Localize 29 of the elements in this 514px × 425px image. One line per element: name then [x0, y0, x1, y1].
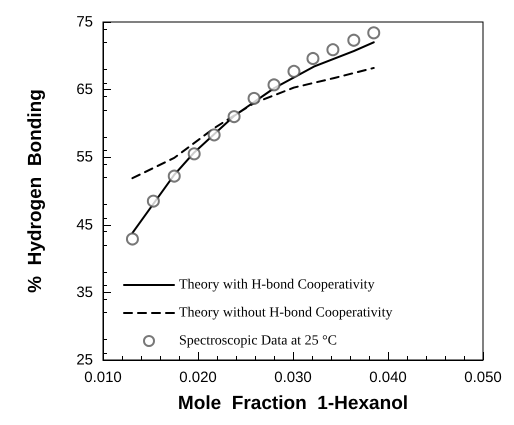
point	[347, 34, 360, 47]
y-tick-label: 25	[76, 352, 93, 368]
point	[367, 26, 380, 40]
point	[208, 128, 221, 142]
point	[228, 110, 241, 124]
point	[168, 170, 181, 183]
y-tick-label: 75	[76, 14, 93, 30]
point	[287, 64, 300, 78]
point	[326, 43, 340, 56]
y-tick-label: 45	[76, 216, 93, 234]
x-tick-label: 0.030	[274, 369, 312, 386]
point	[248, 92, 261, 105]
legend-label: Spectroscopic Data at 25 °C	[179, 334, 337, 348]
point	[268, 78, 280, 92]
point	[306, 52, 320, 65]
x-tick-label: 0.010	[84, 369, 122, 386]
y-axis-title: % Hydrogen Bonding	[25, 89, 46, 293]
x-tick-label: 0.040	[369, 369, 407, 386]
legend-label: Theory without H-bond Cooperativity	[179, 306, 392, 320]
y-tick-label: 55	[76, 148, 93, 166]
y-tick-label: 65	[76, 81, 93, 98]
point	[146, 194, 160, 208]
point	[126, 232, 139, 246]
point	[188, 147, 201, 160]
y-tick-label: 35	[76, 284, 93, 301]
x-axis-title: Mole Fraction 1-Hexanol	[178, 393, 408, 414]
x-tick-label: 0.020	[179, 369, 217, 386]
legend-label: Theory with H-bond Cooperativity	[179, 278, 375, 292]
x-tick-label: 0.050	[464, 369, 502, 386]
